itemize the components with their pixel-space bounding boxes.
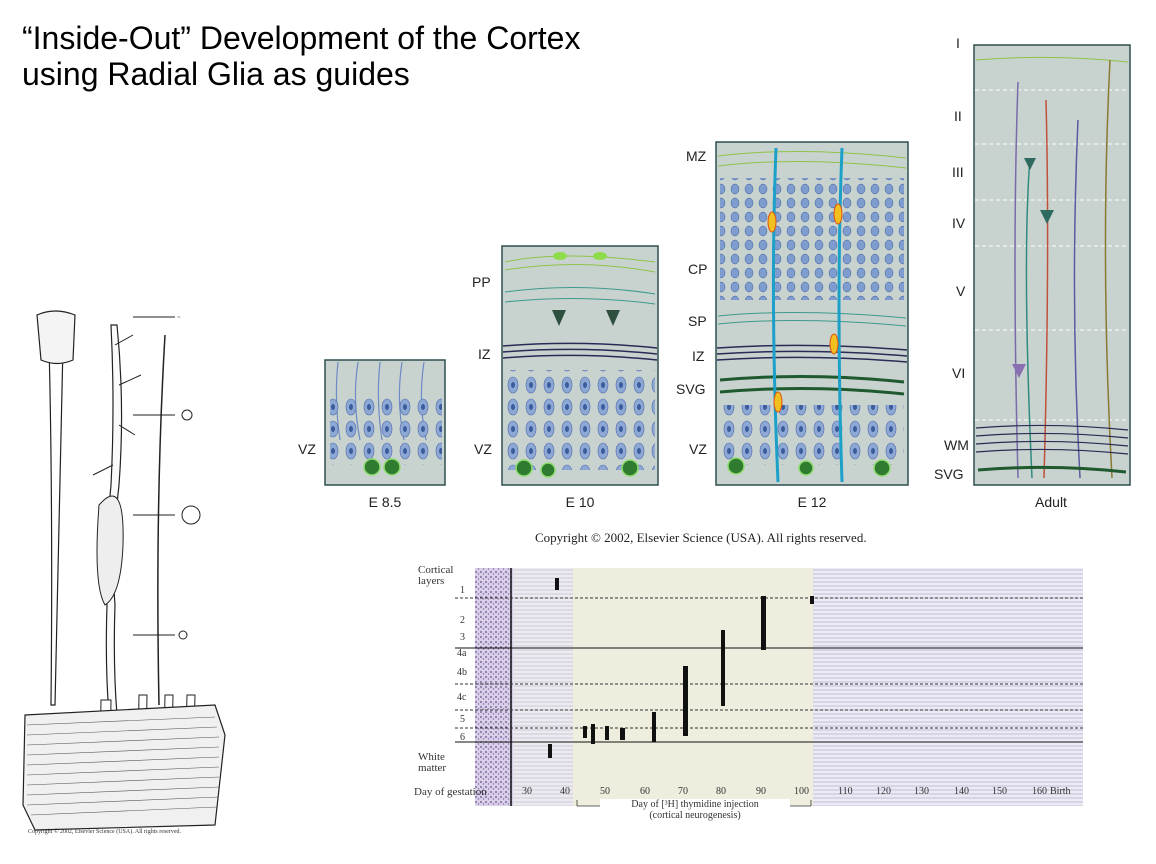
panels-copyright: Copyright © 2002, Elsevier Science (USA)… [535, 530, 867, 545]
tick-130: 130 [914, 786, 929, 797]
bracket-label-line-2: (cortical neurogenesis) [649, 810, 741, 821]
left-drawing-copyright: Copyright © 2002, Elsevier Science (USA)… [28, 829, 182, 835]
chart-layer-4b: 4b [457, 667, 467, 678]
radial-glia-drawing: ~ [22, 310, 226, 831]
adult-label-svg: SVG [934, 466, 964, 482]
neurogenesis-chart [405, 556, 1089, 838]
chart-tissue-strip [475, 568, 513, 806]
tick-70: 70 [678, 786, 688, 797]
adult-label-v: V [956, 283, 966, 299]
chart-bracket-label: Day of [³H] thymidine injection (cortica… [600, 799, 790, 821]
adult-label-vi: VI [952, 365, 966, 381]
slide-title: “Inside-Out” Development of the Cortex u… [22, 20, 580, 92]
tick-110: 110 [838, 786, 853, 797]
panel-e12 [715, 141, 909, 486]
chart-layers-title: Cortical layers [418, 564, 454, 587]
adult-label-wm: WM [944, 437, 969, 453]
e12-label-sp: SP [688, 313, 707, 329]
chart-layer-2: 2 [460, 615, 465, 626]
svg-text:~: ~ [177, 315, 181, 321]
tick-birth: Birth [1050, 786, 1071, 797]
e12-label-cp: CP [688, 261, 708, 277]
bracket-label-line-1: Day of [³H] thymidine injection [631, 799, 759, 810]
e12-caption: E 12 [797, 494, 827, 510]
tick-90: 90 [756, 786, 766, 797]
tick-140: 140 [954, 786, 969, 797]
chart-label-marks [548, 578, 814, 758]
panel-adult [973, 44, 1131, 486]
e85-label-vz: VZ [298, 441, 316, 457]
chart-layer-6: 6 [460, 732, 465, 743]
tick-150: 150 [992, 786, 1007, 797]
tick-50: 50 [600, 786, 610, 797]
title-line-1: “Inside-Out” Development of the Cortex [22, 20, 581, 56]
e10-label-pp: PP [472, 274, 491, 290]
adult-label-iii: III [952, 164, 964, 180]
adult-label-iv: IV [952, 215, 966, 231]
e12-label-mz: MZ [686, 148, 707, 164]
tick-60: 60 [640, 786, 650, 797]
chart-layer-4c: 4c [457, 692, 467, 703]
chart-layer-white-matter: White matter [418, 751, 447, 774]
e12-label-vz: VZ [689, 441, 707, 457]
e10-label-vz: VZ [474, 441, 492, 457]
e10-label-iz: IZ [478, 346, 491, 362]
tick-120: 120 [876, 786, 891, 797]
title-line-2: using Radial Glia as guides [22, 56, 410, 92]
e12-label-iz: IZ [692, 348, 705, 364]
tick-80: 80 [716, 786, 726, 797]
tick-100: 100 [794, 786, 809, 797]
tick-30: 30 [522, 786, 532, 797]
chart-layer-4a: 4a [457, 648, 467, 659]
chart-x-title: Day of gestation [414, 786, 487, 798]
chart-layer-3: 3 [460, 632, 465, 643]
chart-layer-1: 1 [460, 585, 465, 596]
tick-40: 40 [560, 786, 570, 797]
e85-caption: E 8.5 [368, 494, 402, 510]
panel-e85 [324, 359, 446, 486]
adult-caption: Adult [1035, 494, 1067, 510]
e10-caption: E 10 [565, 494, 595, 510]
adult-label-ii: II [954, 108, 962, 124]
e12-label-svg: SVG [676, 381, 706, 397]
tick-160: 160 [1032, 786, 1047, 797]
chart-layer-5: 5 [460, 714, 465, 725]
panel-e10 [501, 245, 659, 486]
adult-label-i: I [956, 35, 960, 51]
